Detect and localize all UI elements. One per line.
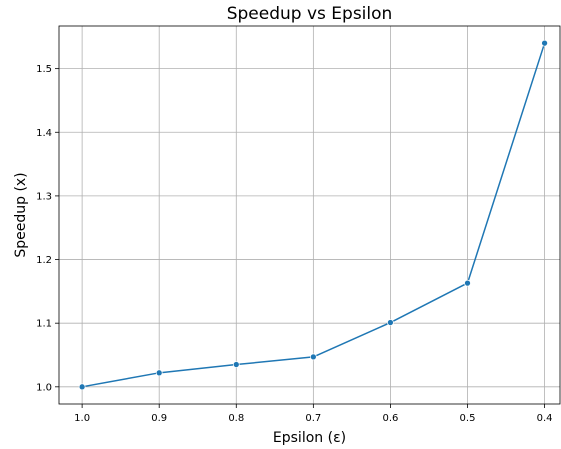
x-tick-label: 0.4 <box>537 413 553 424</box>
plot-frame <box>58 25 561 405</box>
x-tick-label: 0.5 <box>460 413 476 424</box>
data-point <box>155 369 163 377</box>
data-point <box>310 353 317 361</box>
y-axis-label: Speedup (x) <box>13 172 29 257</box>
x-tick-label: 0.6 <box>382 413 398 424</box>
y-tick-label: 1.4 <box>36 128 52 139</box>
data-point <box>541 39 548 47</box>
data-point <box>78 383 86 391</box>
x-tick-label: 0.7 <box>305 413 321 424</box>
data-point <box>232 361 240 368</box>
data-point <box>464 279 471 287</box>
y-tick-label: 1.0 <box>36 382 52 393</box>
grid-lines <box>59 26 560 404</box>
chart-title: Speedup vs Epsilon <box>227 4 393 24</box>
axis-ticks: 1.0 0.9 0.8 0.7 0.6 0.5 0.4 1.0 1.1 1.2 1.3 1.4 1.5 <box>36 64 552 424</box>
x-tick-label: 0.8 <box>228 413 244 424</box>
y-tick-label: 1.3 <box>36 191 52 202</box>
y-tick-label: 1.2 <box>36 255 52 266</box>
series-layer <box>78 39 548 391</box>
x-tick-label: 0.9 <box>151 413 167 424</box>
x-axis-label: Epsilon (ε) <box>273 430 346 446</box>
y-tick-label: 1.1 <box>36 319 52 330</box>
data-point <box>387 319 394 326</box>
x-tick-label: 1.0 <box>74 413 90 424</box>
y-tick-label: 1.5 <box>36 64 52 75</box>
